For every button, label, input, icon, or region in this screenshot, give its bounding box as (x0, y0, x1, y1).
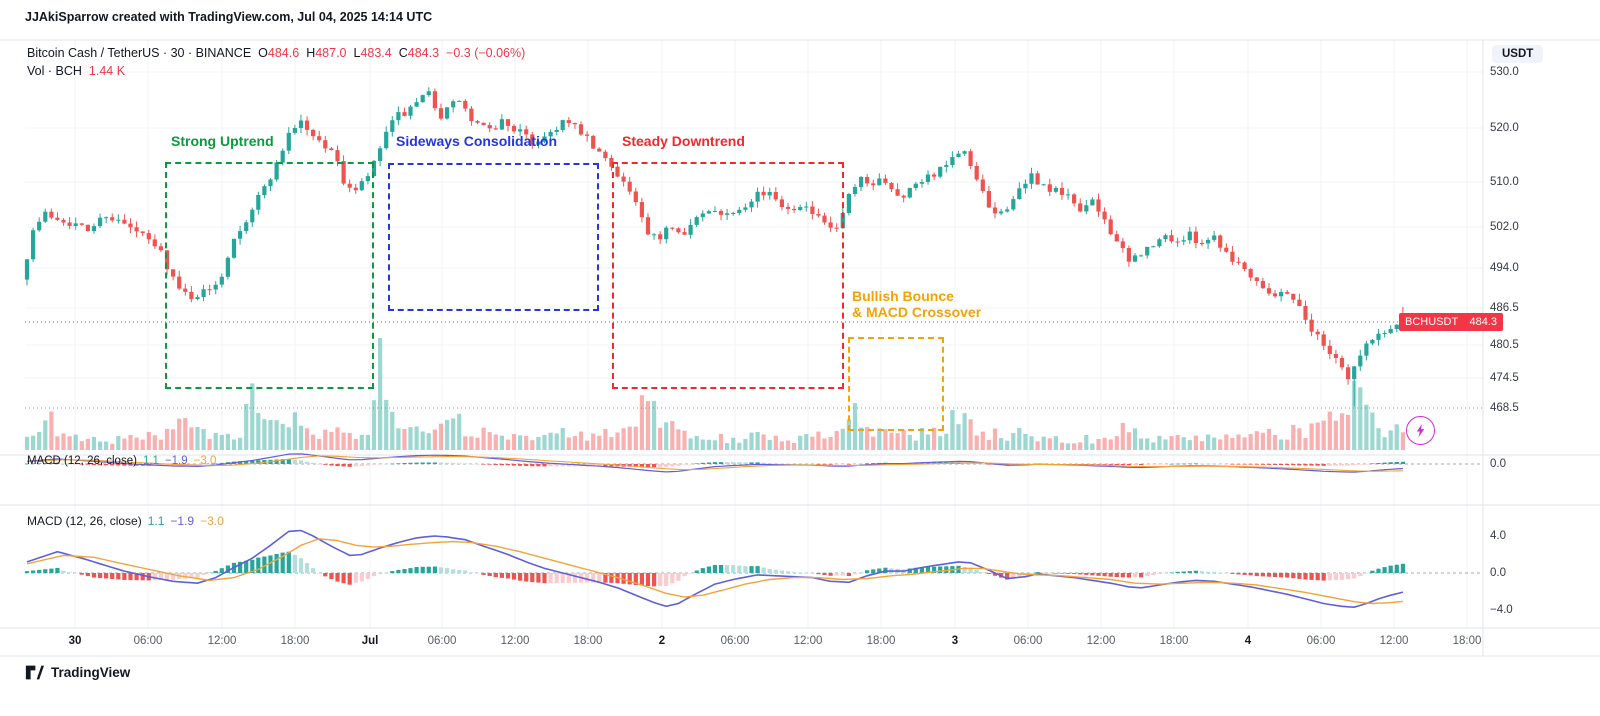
price-axis-label: 468.5 (1490, 402, 1519, 414)
price-axis-label: 486.5 (1490, 302, 1519, 314)
macd-compact-signal-value: −3.0 (193, 455, 217, 467)
price-change: −0.3 (−0.06%) (446, 46, 526, 60)
price-axis-label: 494.0 (1490, 262, 1519, 274)
ohlc-open: O 484.6 (258, 46, 300, 60)
annotation-label-strong-uptrend[interactable]: Strong Uptrend (171, 133, 274, 149)
annotation-label-sideways-consolidation[interactable]: Sideways Consolidation (396, 133, 558, 149)
price-axis-label: 502.0 (1490, 221, 1519, 233)
time-axis-label: 06:00 (1306, 635, 1336, 647)
macd-compact-legend: MACD (12, 26, close) 1.1 −1.9 −3.0 (27, 455, 216, 467)
last-price-tag: BCHUSDT 484.3 (1399, 313, 1503, 331)
macd-main-axis-label: 4.0 (1490, 530, 1506, 542)
macd-compact-macd-value: −1.9 (164, 455, 188, 467)
time-axis-label: 18:00 (866, 635, 896, 647)
time-axis-label: Jul (361, 635, 379, 647)
macd-main-axis-label: 0.0 (1490, 567, 1506, 579)
tradingview-wordmark[interactable]: TradingView (51, 665, 131, 680)
symbol-legend: Bitcoin Cash / TetherUS · 30 · BINANCE O… (27, 46, 525, 60)
time-axis-label: 18:00 (1159, 635, 1189, 647)
macd-main-hist-value: 1.1 (147, 514, 165, 528)
macd-main-axis-label: −4.0 (1490, 604, 1513, 616)
macd-main-title: MACD (12, 26, close) (27, 514, 142, 528)
time-axis-label: 06:00 (720, 635, 750, 647)
last-price-value: 484.3 (1469, 316, 1497, 328)
macd-compact-title: MACD (12, 26, close) (27, 455, 137, 467)
price-axis-label: 520.0 (1490, 122, 1519, 134)
time-axis-label: 18:00 (573, 635, 603, 647)
macd-main-macd-value: −1.9 (170, 514, 195, 528)
price-axis-label: 510.0 (1490, 176, 1519, 188)
currency-badge[interactable]: USDT (1492, 45, 1544, 63)
time-axis-label: 12:00 (500, 635, 530, 647)
macd-main-legend: MACD (12, 26, close) 1.1 −1.9 −3.0 (27, 514, 224, 528)
symbol-title: Bitcoin Cash / TetherUS · 30 · BINANCE (27, 46, 252, 60)
time-axis-label: 06:00 (1013, 635, 1043, 647)
ohlc-high: H 487.0 (306, 46, 347, 60)
macd-main-signal-value: −3.0 (200, 514, 224, 528)
ohlc-low: L 483.4 (353, 46, 392, 60)
volume-legend: Vol · BCH 1.44 K (27, 64, 125, 78)
time-axis-label: 18:00 (1452, 635, 1482, 647)
price-axis-label: 530.0 (1490, 66, 1519, 78)
last-price-symbol: BCHUSDT (1405, 316, 1459, 328)
time-axis-label: 06:00 (427, 635, 457, 647)
annotation-label-bullish-bounce[interactable]: Bullish Bounce & MACD Crossover (852, 288, 982, 321)
time-axis-label: 4 (1244, 635, 1252, 647)
price-axis-label: 474.5 (1490, 372, 1519, 384)
ohlc-close: C 484.3 (398, 46, 440, 60)
annotation-box-sideways-consolidation[interactable] (388, 163, 599, 311)
annotation-label-steady-downtrend[interactable]: Steady Downtrend (622, 133, 745, 149)
time-axis-label: 12:00 (793, 635, 823, 647)
footer: TradingView (25, 664, 130, 681)
time-axis-label: 12:00 (207, 635, 237, 647)
volume-label: Vol · BCH (27, 64, 82, 78)
annotation-box-steady-downtrend[interactable] (612, 162, 844, 389)
creator-credit: JJAkiSparrow created with TradingView.co… (25, 10, 433, 24)
annotation-box-strong-uptrend[interactable] (165, 162, 374, 389)
time-axis-label: 06:00 (133, 635, 163, 647)
macd-compact-axis-label: 0.0 (1490, 458, 1506, 470)
lightning-bolt-icon (1416, 423, 1425, 438)
time-axis-label: 2 (658, 635, 666, 647)
price-axis-label: 480.5 (1490, 339, 1519, 351)
time-axis-label: 30 (68, 635, 82, 647)
volume-value: 1.44 K (88, 64, 126, 78)
instant-trade-button[interactable] (1406, 416, 1435, 445)
time-axis-label: 12:00 (1379, 635, 1409, 647)
time-axis-label: 18:00 (280, 635, 310, 647)
macd-compact-hist-value: 1.1 (142, 455, 159, 467)
time-axis-label: 12:00 (1086, 635, 1116, 647)
annotation-box-bullish-bounce[interactable] (848, 337, 944, 431)
tradingview-logo-icon (25, 665, 44, 680)
time-axis-label: 3 (951, 635, 959, 647)
